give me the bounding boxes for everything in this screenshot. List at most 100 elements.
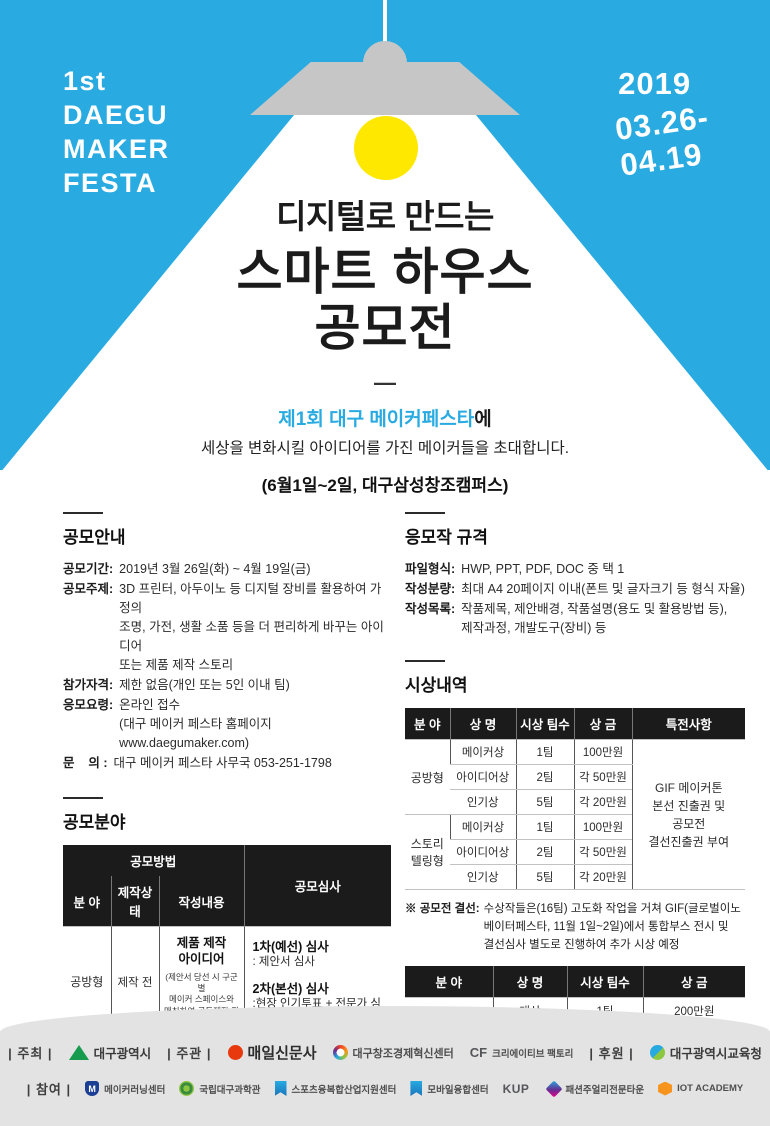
cell-team-count: 2팀 bbox=[515, 839, 574, 865]
section-specs: 응모작 규격 파일형식: HWP, PPT, PDF, DOC 중 택 1 작성… bbox=[405, 512, 745, 638]
daegu-education-logo-icon bbox=[649, 1045, 665, 1060]
tagline: 디지털로 만드는 bbox=[276, 198, 494, 235]
spec-item: 작성분량: 최대 A4 20페이지 이내(폰트 및 글자크기 등 형식 자율) bbox=[405, 580, 745, 599]
section-line bbox=[405, 660, 445, 662]
cell-award-name: 메이커상 bbox=[449, 814, 516, 840]
event-dates: 2019 03.26- 04.19 bbox=[613, 66, 712, 183]
guide-item-text: 제한 없음(개인 또는 5인 이내 팀) bbox=[119, 678, 290, 692]
maeil-logo-icon bbox=[227, 1045, 243, 1060]
footer-row-participants: | 참여 | M 메이커러닝센터 국립대구과학관 스포츠융복합산업지원센터 모바… bbox=[0, 1079, 770, 1098]
guide-item: 문 의 : 대구 메이커 페스타 사무국 053-251-1798 bbox=[63, 754, 391, 773]
guide-item: 공모기간: 2019년 3월 26일(화) ~ 4월 19일(금) bbox=[63, 560, 391, 579]
science-museum-logo-icon bbox=[179, 1081, 195, 1096]
cell-team-count: 5팀 bbox=[515, 864, 574, 890]
spec-item-label: 작성분량: bbox=[405, 582, 456, 596]
cell-team-count: 2팀 bbox=[515, 764, 574, 790]
ccei-logo: 대구창조경제혁신센터 bbox=[332, 1045, 454, 1061]
sports-center-logo-icon bbox=[274, 1081, 287, 1096]
spec-item-text: 작품제목, 제안배경, 작품설명(용도 및 활용방법 등), 제작과정, 개발도… bbox=[461, 602, 728, 635]
cell-team-count: 1팀 bbox=[515, 739, 574, 765]
cell-award-name: 인기상 bbox=[450, 789, 516, 815]
col-header-method: 공모방법 bbox=[63, 845, 244, 876]
logo-name: 대구광역시교육청 bbox=[669, 1047, 762, 1061]
judge-stage-desc: : 제안서 심사 bbox=[252, 956, 316, 969]
cell-prize: 각 20만원 bbox=[573, 864, 632, 890]
section-guide: 공모안내 공모기간: 2019년 3월 26일(화) ~ 4월 19일(금) 공… bbox=[63, 512, 391, 773]
maker-learning-logo-icon: M bbox=[85, 1081, 100, 1096]
creative-factory-logo: CF 크리에이티브 팩토리 bbox=[470, 1045, 574, 1060]
organizer-label: | 주관 | bbox=[167, 1046, 212, 1061]
specs-heading: 응모작 규격 bbox=[405, 528, 488, 547]
cell-perk: GIF 메이커톤 본선 진출권 및 공모전 결선진출권 부여 bbox=[631, 739, 745, 890]
content-title: 제품 제작 아이디어 bbox=[176, 936, 227, 967]
event-location: (6월1일~2일, 대구삼성창조캠퍼스) bbox=[261, 476, 509, 495]
mobile-center-logo-icon bbox=[410, 1081, 423, 1096]
creative-factory-logo-icon: CF bbox=[469, 1045, 488, 1060]
maker-learning-center-logo: M 메이커러닝센터 bbox=[85, 1081, 165, 1096]
cell-award-name: 아이디어상 bbox=[450, 764, 516, 790]
participant-label: | 참여 | bbox=[26, 1082, 72, 1097]
col-header-category: 분 야 bbox=[63, 876, 111, 927]
spec-item: 작성목록: 작품제목, 제안배경, 작품설명(용도 및 활용방법 등), 제작과… bbox=[405, 600, 745, 638]
section-line bbox=[63, 797, 103, 799]
logo-name: 메이커러닝센터 bbox=[104, 1084, 166, 1096]
guide-item-text: 2019년 3월 26일(화) ~ 4월 19일(금) bbox=[119, 562, 311, 576]
fashion-jewelry-town-logo: 패션주얼리전문타운 bbox=[545, 1080, 645, 1097]
host-label: | 주최 | bbox=[8, 1046, 53, 1061]
footer-row-primary: | 주최 | 대구광역시 | 주관 | 매일신문사 대구창조경제혁신센터 CF … bbox=[0, 1042, 770, 1063]
guide-item-label: 공모주제: bbox=[63, 582, 114, 596]
awards-final-note: ※ 공모전 결선: 수상작들은(16팀) 고도화 작업을 거쳐 GIF(글로벌이… bbox=[405, 901, 745, 954]
col-header-teams: 시상 팀수 bbox=[515, 708, 574, 740]
col-header-award: 상 명 bbox=[492, 966, 567, 998]
daegu-city-logo: 대구광역시 bbox=[68, 1043, 152, 1062]
col-header-perk: 특전사항 bbox=[631, 708, 745, 740]
cell-team-count: 5팀 bbox=[515, 789, 574, 815]
col-header-category: 분 야 bbox=[405, 708, 450, 740]
col-header-category: 분 야 bbox=[405, 966, 493, 998]
logo-name: 대구창조경제혁신센터 bbox=[352, 1047, 454, 1060]
jewelry-town-logo-icon bbox=[545, 1080, 563, 1097]
col-header-status: 제작상태 bbox=[110, 876, 159, 927]
sports-convergence-center-logo: 스포츠융복합산업지원센터 bbox=[274, 1081, 396, 1096]
fields-subheader-row: 분 야 제작상태 작성내용 bbox=[63, 876, 391, 927]
col-header-prize: 상 금 bbox=[573, 708, 632, 740]
final-header-row: 분 야 상 명 시상 팀수 상 금 bbox=[405, 966, 745, 998]
divider-dash: — bbox=[374, 370, 396, 395]
guide-item: 응모요령: 온라인 접수 (대구 메이커 페스타 홈페이지 www.daegum… bbox=[63, 696, 391, 753]
logo-name: 국립대구과학관 bbox=[199, 1084, 261, 1096]
guide-item-text: 온라인 접수 (대구 메이커 페스타 홈페이지 www.daegumaker.c… bbox=[119, 698, 272, 750]
cell-award-name: 아이디어상 bbox=[450, 839, 516, 865]
col-header-judge: 공모심사 bbox=[243, 845, 391, 927]
awards-heading: 시상내역 bbox=[405, 676, 468, 695]
right-column: 응모작 규격 파일형식: HWP, PPT, PDF, DOC 중 택 1 작성… bbox=[405, 512, 745, 1126]
cell-award-name: 인기상 bbox=[450, 864, 516, 890]
sponsor-label: | 후원 | bbox=[589, 1046, 634, 1061]
cell-award-name: 메이커상 bbox=[449, 739, 516, 765]
fields-header-row: 공모방법 공모심사 bbox=[63, 845, 391, 927]
spec-item-text: HWP, PPT, PDF, DOC 중 택 1 bbox=[461, 562, 625, 576]
logo-name: 매일신문사 bbox=[247, 1045, 317, 1062]
mobile-convergence-center-logo: 모바일융합센터 bbox=[410, 1081, 489, 1096]
awards-final-note-text: 수상작들은(16팀) 고도화 작업을 거쳐 GIF(글로벌이노 베이터페스타, … bbox=[483, 903, 741, 951]
cell-prize: 각 20만원 bbox=[573, 789, 632, 815]
awards-row: 공방형 메이커상 1팀 100만원 GIF 메이커톤 본선 진출권 및 공모전 … bbox=[405, 739, 745, 890]
kup-logo: KUP bbox=[503, 1082, 535, 1096]
logo-name: 모바일융합센터 bbox=[427, 1084, 489, 1096]
logo-name: 대구광역시 bbox=[93, 1047, 152, 1061]
invite-line: 제1회 대구 메이커페스타에 bbox=[0, 404, 770, 431]
lamp-cord bbox=[383, 0, 387, 44]
cell-prize: 각 50만원 bbox=[573, 764, 632, 790]
cell-category: 스토리 텔링형 bbox=[405, 814, 450, 890]
guide-item-label: 공모기간: bbox=[63, 562, 114, 576]
spec-item: 파일형식: HWP, PPT, PDF, DOC 중 택 1 bbox=[405, 560, 745, 579]
guide-item-label: 응모요령: bbox=[63, 698, 114, 712]
invite-highlight: 제1회 대구 메이커페스타 bbox=[278, 409, 475, 430]
judge-stage-title: 2차(본선) 심사 bbox=[252, 981, 329, 996]
maeil-newspaper-logo: 매일신문사 bbox=[227, 1042, 317, 1063]
daegu-city-logo-icon bbox=[68, 1045, 89, 1060]
cell-prize: 각 50만원 bbox=[573, 839, 632, 865]
col-header-prize: 상 금 bbox=[642, 966, 745, 998]
spec-item-label: 작성목록: bbox=[405, 602, 456, 616]
logo-name: 패션주얼리전문타운 bbox=[565, 1084, 645, 1096]
